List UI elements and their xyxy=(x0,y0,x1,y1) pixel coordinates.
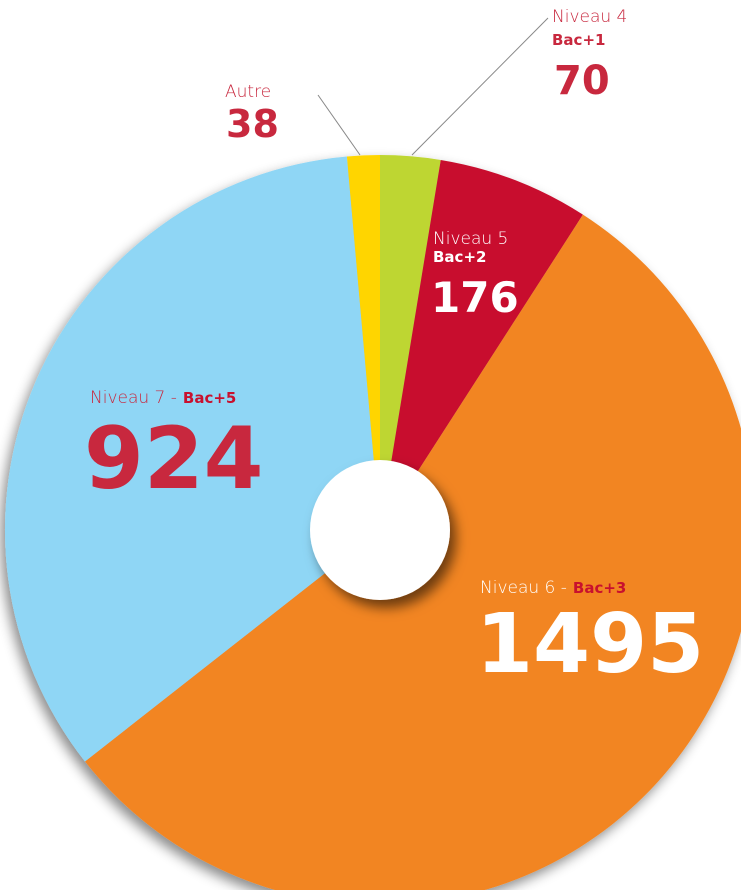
leader-line xyxy=(411,17,549,156)
category-name: Niveau 7 - xyxy=(90,388,177,408)
sublabel: Bac+2 xyxy=(433,248,486,266)
sublabel: Bac+1 xyxy=(552,31,605,49)
category-name: Niveau 5 xyxy=(433,229,508,249)
value-label: 70 xyxy=(554,58,610,104)
value-label: 176 xyxy=(431,273,519,322)
category-name: Autre xyxy=(225,82,271,102)
pie xyxy=(5,155,741,890)
category-label: Niveau 7 - Bac+5 xyxy=(90,388,236,408)
leader-line xyxy=(317,94,361,156)
slice xyxy=(346,155,380,530)
value-label: 1495 xyxy=(476,597,704,692)
category-label: Niveau 4 xyxy=(552,7,627,27)
category-label: Niveau 6 - Bac+3 xyxy=(480,578,626,598)
donut-hole xyxy=(310,460,450,600)
sublabel: Bac+5 xyxy=(183,389,236,407)
slice xyxy=(5,156,381,762)
category-label: Niveau 5 xyxy=(433,229,508,249)
category-name: Niveau 4 xyxy=(552,7,627,27)
value-label: 38 xyxy=(226,102,279,146)
sublabel: Bac+3 xyxy=(573,579,626,597)
slice xyxy=(380,159,583,530)
value-label: 924 xyxy=(84,409,264,509)
category-name: Niveau 6 - xyxy=(480,578,567,598)
category-label: Autre xyxy=(225,82,271,102)
slice xyxy=(380,155,441,530)
